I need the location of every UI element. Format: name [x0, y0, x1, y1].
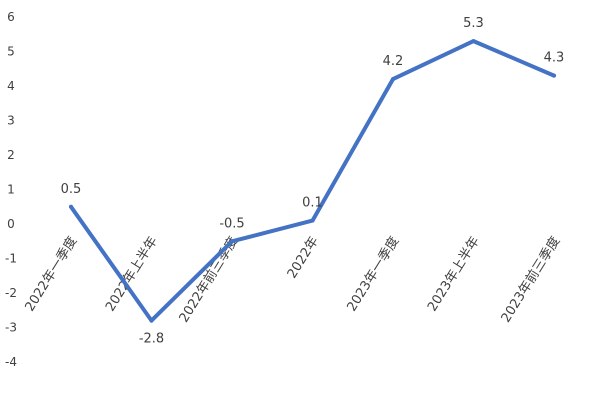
- y-tick-label: 4: [7, 79, 15, 93]
- y-tick-label: -4: [5, 355, 17, 369]
- data-label: 4.3: [544, 51, 565, 66]
- data-label: -0.5: [219, 216, 244, 231]
- data-point: [149, 318, 154, 323]
- series-group: [69, 39, 556, 323]
- y-tick-label: -1: [5, 252, 17, 266]
- y-tick-label: 1: [7, 183, 15, 197]
- data-labels: 0.5 -2.8 -0.5 0.1 4.2 5.3 4.3: [61, 16, 565, 346]
- y-tick-label: 2: [7, 148, 15, 162]
- y-axis: -4 -3 -2 -1 0 1 2 3 4 5 6: [5, 10, 17, 369]
- data-label: -2.8: [139, 332, 164, 347]
- data-label: 5.3: [463, 16, 484, 31]
- data-point: [552, 73, 556, 78]
- data-label: 0.1: [302, 196, 323, 211]
- data-label: 4.2: [383, 54, 404, 69]
- y-tick-label: 6: [7, 10, 15, 24]
- data-point: [310, 218, 315, 223]
- y-tick-label: 0: [7, 217, 15, 231]
- data-label: 0.5: [61, 182, 82, 197]
- data-point: [69, 204, 73, 209]
- data-point: [230, 239, 234, 244]
- y-tick-label: 5: [7, 45, 15, 59]
- data-point: [471, 39, 476, 44]
- data-point: [391, 77, 395, 82]
- y-tick-label: -2: [5, 286, 17, 300]
- y-tick-label: -3: [5, 321, 17, 335]
- y-tick-label: 3: [7, 114, 15, 128]
